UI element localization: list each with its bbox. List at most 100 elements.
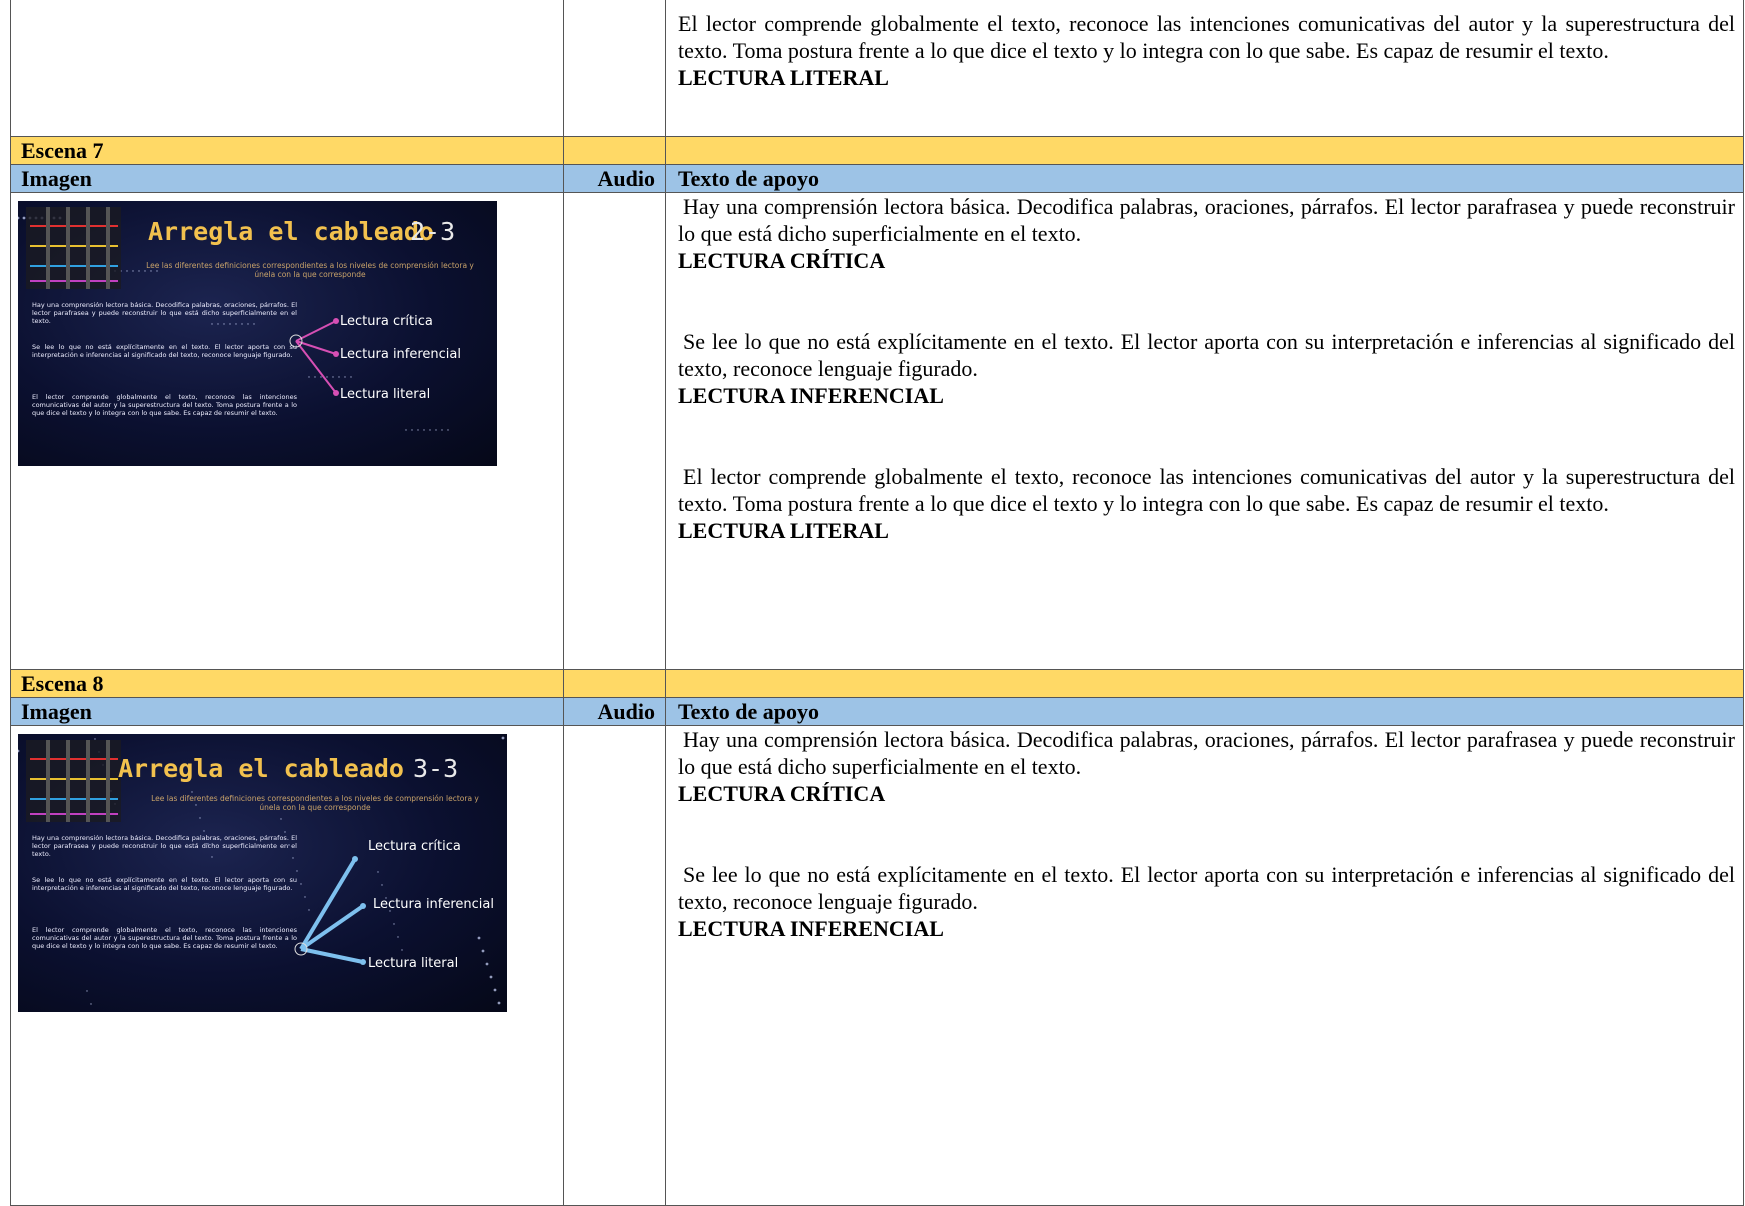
slide-title: Arregla el cableado	[148, 217, 434, 246]
connector-dot	[352, 856, 358, 862]
text-cell: Hay una comprensión lectora básica. Deco…	[665, 192, 1744, 670]
connector-line	[295, 320, 337, 342]
slide-definition: Se lee lo que no está explícitamente en …	[32, 343, 297, 359]
star	[350, 376, 352, 378]
star	[217, 323, 219, 325]
connector-dot	[360, 903, 366, 909]
scene-title: Escena 7	[10, 136, 564, 165]
star	[344, 376, 346, 378]
slide-definition: Hay una comprensión lectora básica. Deco…	[32, 834, 297, 858]
star	[485, 962, 489, 966]
label: LECTURA CRÍTICA	[678, 248, 886, 273]
connector-line	[300, 947, 364, 964]
star	[385, 897, 387, 899]
star	[304, 896, 306, 898]
header-row: Imagen Audio Texto de apoyo	[10, 164, 1744, 193]
slide-graphics	[18, 207, 449, 431]
star	[338, 376, 340, 378]
star	[191, 791, 193, 793]
star	[441, 429, 443, 431]
paragraph: Hay una comprensión lectora básica. Deco…	[678, 727, 1735, 779]
star	[308, 909, 310, 911]
connector-line	[299, 904, 365, 951]
star	[90, 1003, 92, 1005]
cell	[563, 669, 666, 698]
content-row: Arregla el cableado 2-3 Lee las diferentes…	[10, 192, 1744, 670]
scene-title-row: Escena 8	[10, 669, 1744, 698]
star	[393, 923, 395, 925]
star	[332, 376, 334, 378]
label: LECTURA LITERAL	[678, 65, 889, 90]
column-header: Imagen	[10, 164, 564, 193]
paragraph: Hay una comprensión lectora básica. Deco…	[678, 194, 1735, 246]
star	[183, 765, 185, 767]
text-cell: Hay una comprensión lectora básica. Deco…	[665, 725, 1744, 1206]
star	[18, 216, 20, 220]
star	[389, 910, 391, 912]
label: LECTURA INFERENCIAL	[678, 916, 944, 941]
star	[447, 429, 449, 431]
slide-definition: Se lee lo que no está explícitamente en …	[32, 876, 297, 892]
star	[405, 429, 407, 431]
star	[150, 270, 152, 272]
cable-box	[26, 740, 121, 822]
star	[477, 936, 481, 940]
star	[144, 270, 146, 272]
star	[493, 988, 497, 992]
connector-line	[295, 340, 337, 394]
star	[411, 429, 413, 431]
column-header: Audio	[563, 164, 666, 193]
cell: El lector comprende globalmente el texto…	[665, 0, 1744, 137]
star	[417, 429, 419, 431]
star	[497, 1001, 501, 1005]
slide-title: Arregla el cableado	[118, 754, 404, 783]
slide-step: 2-3	[410, 217, 456, 246]
column-header: Imagen	[10, 697, 564, 726]
cell	[563, 136, 666, 165]
star	[423, 429, 425, 431]
star	[296, 870, 298, 872]
star	[501, 736, 505, 740]
connector-line	[299, 857, 357, 951]
scene-title-row: Escena 7	[10, 136, 1744, 165]
image-cell: Arregla el cableado 3-3 Lee las diferentes…	[10, 725, 564, 1206]
star	[489, 975, 493, 979]
header-row: Imagen Audio Texto de apoyo	[10, 697, 1744, 726]
audio-cell	[563, 192, 666, 670]
connector-dot	[333, 390, 339, 396]
paragraph: Se lee lo que no está explícitamente en …	[678, 329, 1735, 381]
star	[320, 376, 322, 378]
slide-instruction: Lee las diferentes definiciones correspo…	[151, 794, 479, 812]
cell	[665, 669, 1744, 698]
star	[86, 990, 88, 992]
star	[292, 857, 294, 859]
star	[326, 376, 328, 378]
slide-definition: Hay una comprensión lectora básica. Deco…	[32, 301, 297, 325]
column-header: Texto de apoyo	[665, 164, 1744, 193]
cable-box	[26, 207, 121, 289]
star	[195, 804, 197, 806]
star	[132, 270, 134, 272]
table-row: El lector comprende globalmente el texto…	[10, 0, 1744, 137]
slide-option: Lectura crítica	[340, 314, 433, 329]
paragraph: Se lee lo que no está explícitamente en …	[678, 862, 1735, 914]
slide-step: 3-3	[413, 754, 459, 783]
scene-title: Escena 8	[10, 669, 564, 698]
slide-image: Arregla el cableado 3-3 Lee las diferentes…	[18, 734, 507, 1012]
slide-definition: El lector comprende globalmente el texto…	[32, 393, 297, 417]
content-row: Arregla el cableado 3-3 Lee las diferentes…	[10, 725, 1744, 1206]
star	[207, 843, 209, 845]
slide-option: Lectura crítica	[368, 839, 461, 854]
cell	[10, 0, 564, 137]
star	[308, 376, 310, 378]
script-table: El lector comprende globalmente el texto…	[10, 0, 1744, 1206]
star	[203, 830, 205, 832]
star	[229, 323, 231, 325]
connector-hub	[294, 942, 308, 956]
star	[288, 844, 290, 846]
star	[435, 429, 437, 431]
connector-dot	[360, 959, 366, 965]
star	[314, 376, 316, 378]
star	[22, 216, 26, 220]
star	[187, 778, 189, 780]
